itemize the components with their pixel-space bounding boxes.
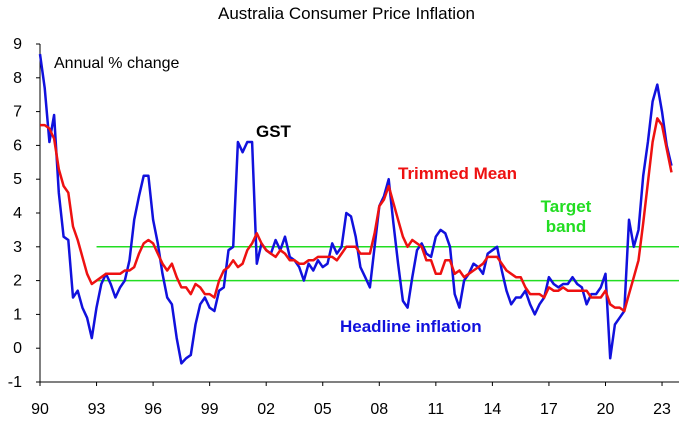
y-tick-label: 9 (13, 36, 22, 53)
annotation-headline-inflation: Headline inflation (340, 317, 482, 336)
y-axis-label: Annual % change (54, 55, 180, 72)
y-tick-label: 1 (13, 306, 22, 323)
x-tick-label: 14 (483, 401, 501, 418)
y-tick-label: 4 (13, 205, 22, 222)
x-tick-label: 11 (428, 401, 445, 418)
x-tick-label: 23 (653, 401, 671, 418)
x-tick-label: 02 (257, 401, 275, 418)
annotation-target-band-line1: Target (541, 197, 592, 216)
series-line-trimmed-mean (40, 117, 673, 313)
y-tick-label: 3 (13, 239, 22, 256)
y-tick-label: 6 (13, 137, 22, 154)
y-tick-label: 2 (13, 273, 22, 290)
annotation-trimmed-mean: Trimmed Mean (398, 164, 517, 183)
x-tick-label: 96 (144, 401, 162, 418)
chart-title: Australia Consumer Price Inflation (217, 4, 475, 23)
x-tick-label: 90 (31, 401, 49, 418)
annotation-gst: GST (256, 122, 292, 141)
annotation-target-band-line2: band (546, 217, 587, 236)
x-tick-label: 17 (540, 401, 558, 418)
y-tick-label: 7 (13, 104, 22, 121)
x-tick-label: 93 (88, 401, 106, 418)
y-tick-label: 5 (13, 171, 22, 188)
x-tick-label: 08 (370, 401, 388, 418)
y-tick-label: 8 (13, 70, 22, 87)
y-tick-label: 0 (13, 340, 22, 357)
x-tick-label: 05 (314, 401, 332, 418)
series-line-headline-inflation (38, 53, 673, 365)
y-tick-label: -1 (8, 374, 22, 391)
x-tick-label: 20 (597, 401, 615, 418)
x-tick-label: 99 (201, 401, 219, 418)
